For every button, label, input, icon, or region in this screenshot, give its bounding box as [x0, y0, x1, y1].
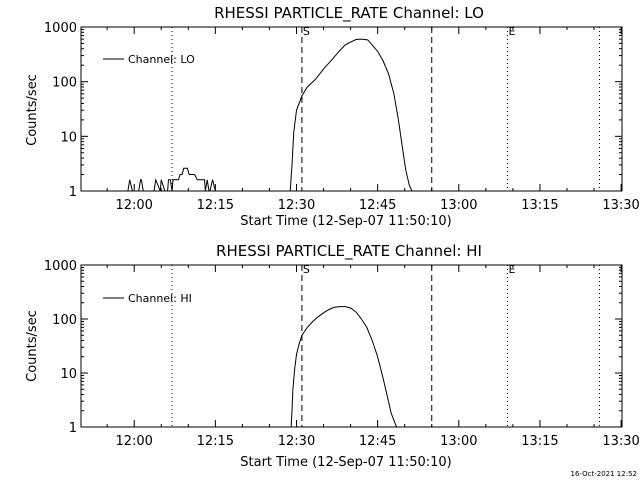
- marker-label-s: S: [303, 263, 310, 276]
- y-tick-label: 100: [52, 313, 77, 328]
- x-axis-ticks: 12:00 12:15 12:30 12:45 13:00 13:15 13:30: [106, 265, 640, 449]
- x-tick-label: 13:30: [602, 434, 639, 449]
- y-axis-label: Counts/sec: [25, 74, 40, 146]
- legend-label: Channel: LO: [128, 53, 195, 66]
- y-tick-label: 10: [60, 130, 77, 145]
- chart-panel-hi: RHESSI PARTICLE_RATE Channel: HI 12:00 12…: [25, 242, 640, 470]
- y-tick-label: 100: [52, 76, 77, 91]
- x-tick-label: 13:00: [440, 434, 477, 449]
- chart-title: RHESSI PARTICLE_RATE Channel: LO: [214, 4, 484, 23]
- y-tick-label: 10: [60, 367, 77, 382]
- y-tick-label: 1: [69, 421, 77, 436]
- y-axis-ticks: 1 10 100 1000: [44, 259, 622, 436]
- x-tick-label: 12:15: [197, 434, 234, 449]
- chart-title: RHESSI PARTICLE_RATE Channel: HI: [216, 242, 482, 261]
- x-tick-label: 12:15: [197, 198, 234, 213]
- y-axis-ticks: 1 10 100 1000: [44, 21, 622, 200]
- x-tick-label: 12:45: [359, 198, 396, 213]
- x-axis-label: Start Time (12-Sep-07 11:50:10): [240, 214, 451, 229]
- x-tick-label: 13:30: [602, 198, 639, 213]
- plot-timestamp: 16-Oct-2021 12:52: [571, 470, 637, 478]
- plot-frame: [80, 264, 623, 428]
- marker-label-s: S: [303, 25, 310, 38]
- marker-label-e: E: [508, 25, 515, 38]
- series-line-lo: [127, 38, 413, 192]
- x-tick-label: 13:00: [440, 198, 477, 213]
- x-tick-label: 13:15: [521, 434, 558, 449]
- y-axis-label: Counts/sec: [25, 310, 40, 382]
- x-tick-label: 12:00: [115, 198, 152, 213]
- series-line-hi: [290, 306, 398, 428]
- x-tick-label: 12:00: [115, 434, 152, 449]
- x-tick-label: 13:15: [521, 198, 558, 213]
- x-axis-ticks: 12:00 12:15 12:30 12:45 13:00 13:15 13:30: [106, 27, 640, 213]
- x-tick-label: 12:45: [359, 434, 396, 449]
- x-axis-label: Start Time (12-Sep-07 11:50:10): [240, 455, 451, 470]
- chart-panel-lo: RHESSI PARTICLE_RATE Channel: LO 12:00 12…: [25, 4, 640, 229]
- plot-frame: [80, 26, 623, 192]
- legend-label: Channel: HI: [128, 292, 192, 305]
- x-tick-label: 12:30: [278, 434, 315, 449]
- x-tick-label: 12:30: [278, 198, 315, 213]
- y-tick-label: 1: [69, 185, 77, 200]
- marker-label-e: E: [508, 263, 515, 276]
- y-tick-label: 1000: [44, 21, 77, 36]
- y-tick-label: 1000: [44, 259, 77, 274]
